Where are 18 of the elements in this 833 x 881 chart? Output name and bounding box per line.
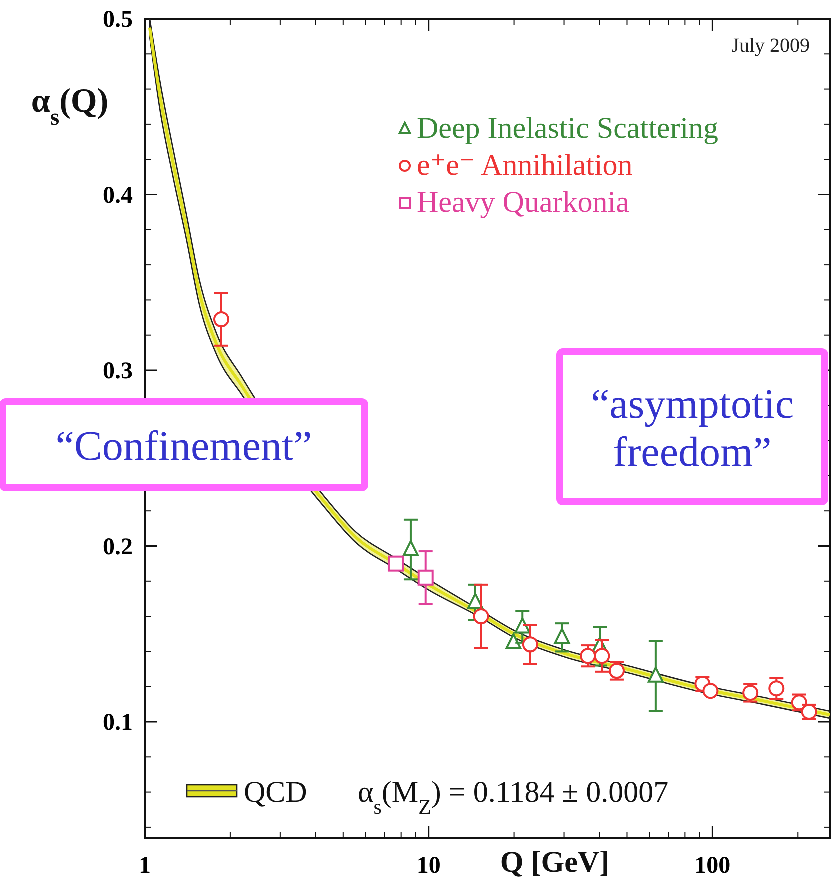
y-tick-label: 0.5 xyxy=(103,7,133,33)
legend-label: Heavy Quarkonia xyxy=(417,186,630,219)
annotation: QCD xyxy=(244,776,308,809)
legend-label: Deep Inelastic Scattering xyxy=(417,112,719,145)
y-tick-label: 0.1 xyxy=(103,710,133,736)
y-tick-label: 0.4 xyxy=(103,182,133,209)
y-tick-label: 0.2 xyxy=(103,534,133,560)
annotation: July 2009 xyxy=(732,35,810,57)
y-axis-title: α$_{s}$(Q) xyxy=(31,83,109,131)
y-tick-label: 0.3 xyxy=(103,358,133,384)
x-axis-title: Q [GeV] xyxy=(500,846,610,879)
x-tick-label: 10 xyxy=(416,853,441,879)
x-tick-label: 1 xyxy=(139,853,151,879)
legend-label: e⁺e⁻ Annihilation xyxy=(417,149,633,182)
annotation: “asymptotic freedom” xyxy=(591,382,794,476)
x-tick-label: 100 xyxy=(694,853,731,879)
annotation: α$_{s}$(M$_{Z}$) = 0.1184 ± 0.0007 xyxy=(358,776,669,819)
annotation: “Confinement” xyxy=(56,424,312,470)
